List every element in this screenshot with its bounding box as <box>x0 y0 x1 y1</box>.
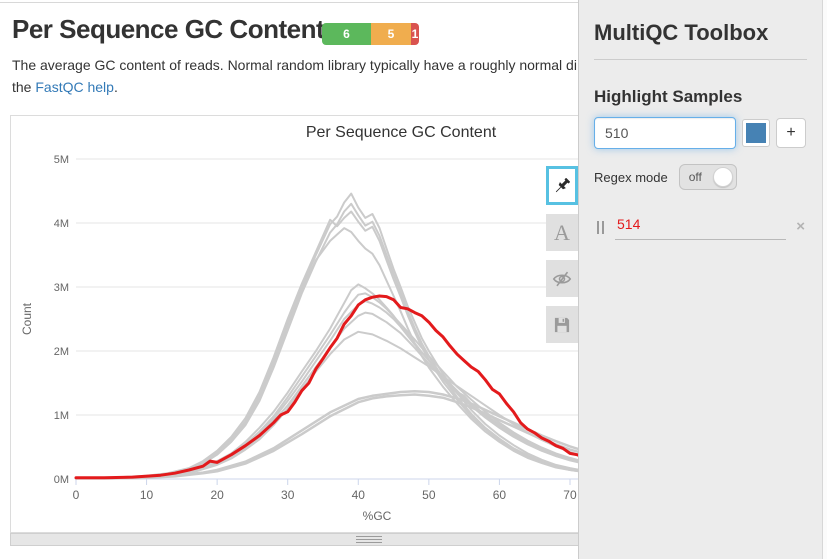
toggle-knob <box>712 167 733 187</box>
svg-text:70: 70 <box>563 488 577 502</box>
svg-text:10: 10 <box>140 488 154 502</box>
toolbox-title: MultiQC Toolbox <box>594 20 769 45</box>
svg-text:3M: 3M <box>54 282 69 294</box>
highlighted-sample-row: 514 × <box>594 214 807 240</box>
grip-lines-icon <box>356 536 382 543</box>
highlight-samples-heading: Highlight Samples <box>594 87 743 106</box>
svg-text:Count: Count <box>20 302 34 335</box>
description-line1: The average GC content of reads. Normal … <box>12 57 577 73</box>
section-divider <box>0 2 827 3</box>
status-badge-bar[interactable]: 6 5 1 <box>322 23 419 45</box>
eye-slash-icon <box>552 271 572 286</box>
plot-title: Per Sequence GC Content <box>305 124 497 141</box>
rename-samples-tab-button[interactable]: A <box>546 214 578 251</box>
drag-handle-icon[interactable] <box>597 221 604 234</box>
toolbox-divider <box>594 59 807 60</box>
description-line2: the FastQC help. <box>12 79 118 95</box>
svg-text:4M: 4M <box>54 218 69 230</box>
svg-text:30: 30 <box>281 488 295 502</box>
window-scrollbar-track[interactable] <box>822 0 827 559</box>
regex-mode-toggle[interactable]: off <box>678 164 737 190</box>
toolbox-tab-buttons: A <box>546 166 578 352</box>
pushpin-icon <box>555 177 571 192</box>
toggle-state-label: off <box>688 170 702 184</box>
color-picker-button[interactable] <box>742 119 770 147</box>
fastqc-help-link[interactable]: FastQC help <box>35 79 114 95</box>
page-title: Per Sequence GC Content <box>12 14 325 44</box>
svg-text:1M: 1M <box>54 410 69 422</box>
highlight-input-row: + <box>594 117 807 149</box>
svg-text:50: 50 <box>422 488 436 502</box>
save-icon <box>554 317 570 332</box>
regex-mode-row: Regex mode off <box>594 164 807 190</box>
highlight-sample-input[interactable] <box>594 117 736 149</box>
svg-text:20: 20 <box>210 488 224 502</box>
highlighted-sample-name[interactable]: 514 <box>615 214 787 240</box>
section-description: The average GC content of reads. Normal … <box>12 54 577 98</box>
svg-text:60: 60 <box>493 488 507 502</box>
status-badge-pass[interactable]: 6 <box>322 23 371 45</box>
status-badge-warn[interactable]: 5 <box>371 23 411 45</box>
svg-text:2M: 2M <box>54 346 69 358</box>
multiqc-toolbox-sidebar: MultiQC Toolbox Highlight Samples + Rege… <box>578 0 822 559</box>
svg-text:5M: 5M <box>54 154 69 166</box>
highlight-samples-tab-button[interactable] <box>546 166 578 205</box>
hide-samples-tab-button[interactable] <box>546 260 578 297</box>
svg-text:%GC: %GC <box>363 509 392 523</box>
letter-a-icon: A <box>554 219 570 245</box>
status-badge-fail[interactable]: 1 <box>411 23 419 45</box>
regex-mode-label: Regex mode <box>594 169 668 185</box>
svg-text:0: 0 <box>73 488 80 502</box>
svg-text:0M: 0M <box>54 474 69 486</box>
remove-sample-icon[interactable]: × <box>796 218 805 235</box>
svg-text:40: 40 <box>352 488 366 502</box>
save-settings-tab-button[interactable] <box>546 306 578 343</box>
color-swatch <box>746 123 766 143</box>
add-highlight-button[interactable]: + <box>776 118 806 148</box>
